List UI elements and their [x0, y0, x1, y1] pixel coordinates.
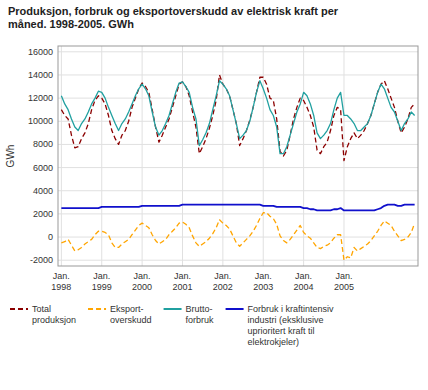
y-grid-line — [58, 121, 418, 122]
y-tick-label: 12000 — [28, 93, 53, 103]
x-grid-line — [61, 46, 62, 266]
x-tick-label: Jan.1999 — [92, 271, 112, 292]
text-line: Jan. — [295, 271, 312, 281]
text-line: Jan. — [93, 271, 110, 281]
legend: Totalproduksjon Eksport-overskudd Brutto-f… — [10, 304, 334, 347]
legend-label: Forbruk i kraftintensivindustri (eksklus… — [248, 304, 335, 347]
y-grid-line — [58, 51, 418, 52]
y-axis-label: GWh — [5, 145, 16, 168]
legend-label: Brutto-forbruk — [186, 304, 215, 325]
series-line — [61, 75, 414, 161]
text-line: 2000 — [132, 282, 152, 292]
y-grid-line — [58, 190, 418, 191]
y-grid-line — [58, 167, 418, 168]
legend-item: Brutto-forbruk — [164, 304, 215, 325]
text-line: Jan. — [134, 271, 151, 281]
x-grid-line — [182, 46, 183, 266]
x-grid-line — [222, 46, 223, 266]
text-line: Jan. — [335, 271, 352, 281]
y-grid-line — [58, 260, 418, 261]
text-line: 2004 — [294, 282, 314, 292]
y-tick-label: -2000 — [30, 255, 53, 265]
text-line: 2002 — [213, 282, 233, 292]
text-line: industri (eksklusive — [248, 315, 324, 325]
text-line: Brutto- — [186, 304, 213, 314]
y-grid-line — [58, 144, 418, 145]
y-grid-line — [58, 213, 418, 214]
x-axis: Jan.1998Jan.1999Jan.2000Jan.2001Jan.2002… — [51, 271, 354, 292]
y-tick-label: 6000 — [33, 163, 53, 173]
title: Produksjon, forbruk og eksportoverskudd … — [8, 5, 339, 30]
y-tick-label: 16000 — [28, 47, 53, 57]
x-grid-line — [101, 46, 102, 266]
x-tick-label: Jan.2000 — [132, 271, 152, 292]
x-grid-line — [263, 46, 264, 266]
y-grid-line — [58, 98, 418, 99]
text-line: Jan. — [174, 271, 191, 281]
text-line: 2001 — [172, 282, 192, 292]
x-tick-label: Jan.1998 — [51, 271, 71, 292]
y-tick-label: 0 — [48, 232, 53, 242]
legend-item: Forbruk i kraftintensivindustri (eksklus… — [226, 304, 335, 347]
text-line: Produksjon, forbruk og eksportoverskudd … — [8, 5, 339, 17]
grid — [58, 46, 418, 266]
x-tick-label: Jan.2003 — [253, 271, 273, 292]
series-line — [61, 213, 414, 260]
text-line: Jan. — [53, 271, 70, 281]
y-tick-label: 8000 — [33, 139, 53, 149]
text-line: 1998 — [51, 282, 71, 292]
plot-frame — [58, 46, 418, 266]
legend-swatch — [88, 308, 106, 310]
text-line: forbruk — [186, 315, 215, 325]
legend-swatch — [226, 308, 244, 310]
chart: Produksjon, forbruk og eksportoverskudd … — [0, 0, 428, 390]
text-line: Eksport- — [110, 304, 144, 314]
text-line: produksjon — [32, 315, 76, 325]
text-line: Forbruk i kraftintensiv — [248, 304, 335, 314]
legend-swatch — [10, 308, 28, 310]
series-line — [61, 81, 414, 154]
text-line: overskudd — [110, 315, 152, 325]
y-grid-line — [58, 74, 418, 75]
x-grid-line — [343, 46, 344, 266]
x-tick-label: Jan.2002 — [213, 271, 233, 292]
text-line: 2003 — [253, 282, 273, 292]
y-tick-label: 10000 — [28, 116, 53, 126]
legend-label: Totalproduksjon — [32, 304, 76, 325]
x-tick-label: Jan.2005 — [334, 271, 354, 292]
text-line: uprioritert kraft til — [248, 326, 315, 336]
y-tick-label: 4000 — [33, 186, 53, 196]
x-grid-line — [142, 46, 143, 266]
legend-item: Totalproduksjon — [10, 304, 76, 325]
text-line: 1999 — [92, 282, 112, 292]
y-axis: -2000 0 2000 4000 6000 8000 10000 12000 14000 160… — [28, 47, 53, 265]
series-line — [61, 205, 414, 211]
text-line: Jan. — [214, 271, 231, 281]
x-tick-label: Jan.2004 — [294, 271, 314, 292]
text-line: Jan. — [255, 271, 272, 281]
text-line: Total — [32, 304, 51, 314]
legend-swatch — [164, 308, 182, 310]
text-line: måned. 1998-2005. GWh — [8, 18, 134, 30]
legend-label: Eksport-overskudd — [110, 304, 152, 325]
text-line: elektrokjeler) — [248, 337, 300, 347]
legend-item: Eksport-overskudd — [88, 304, 152, 325]
y-grid-line — [58, 237, 418, 238]
y-tick-label: 2000 — [33, 209, 53, 219]
text-line: 2005 — [334, 282, 354, 292]
x-tick-label: Jan.2001 — [172, 271, 192, 292]
series-group — [61, 75, 414, 260]
y-tick-label: 14000 — [28, 70, 53, 80]
